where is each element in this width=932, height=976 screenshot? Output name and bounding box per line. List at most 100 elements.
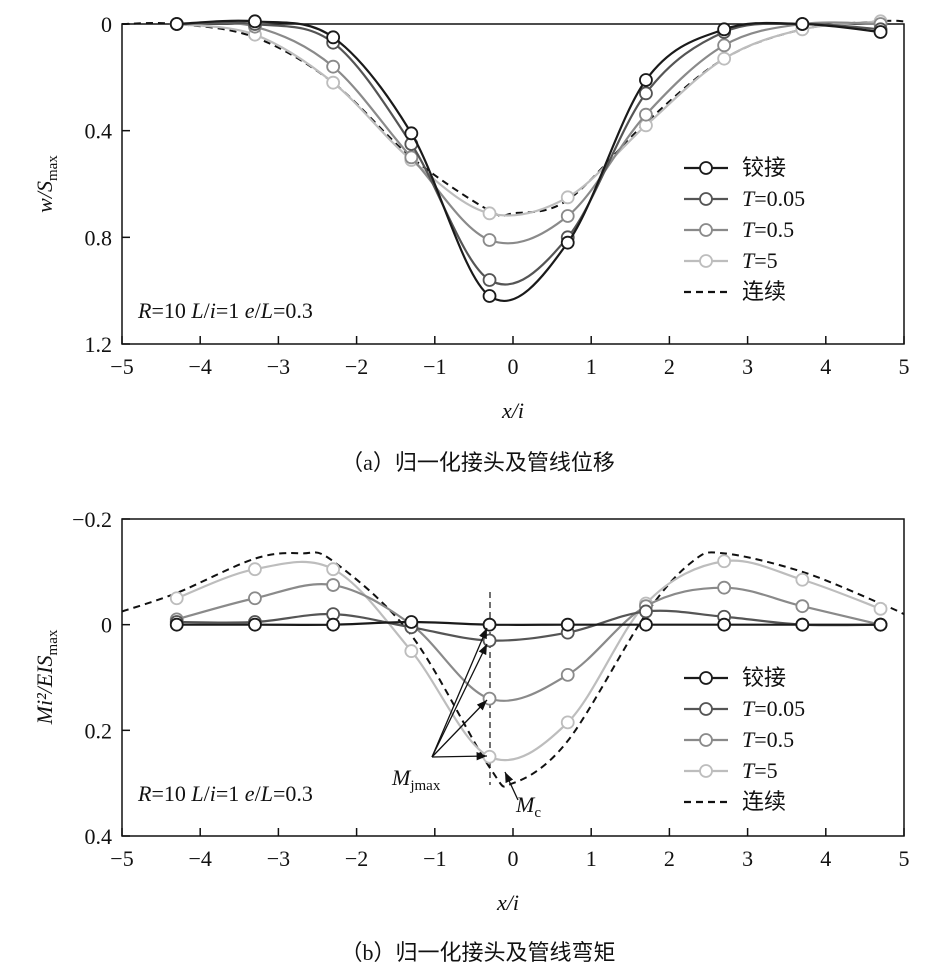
data-point	[560, 235, 575, 250]
panel-a-y-label: w/Smax	[32, 155, 61, 213]
panel-a-y-label-main: w/S	[32, 181, 57, 213]
legend-marker	[699, 764, 713, 778]
annotation-part: /	[255, 298, 262, 323]
legend-marker	[699, 733, 713, 747]
x-tick-label: 1	[586, 354, 597, 379]
data-point	[248, 14, 262, 29]
data-point	[482, 617, 497, 632]
legend-name: 连续	[742, 789, 786, 814]
data-point	[326, 30, 341, 45]
data-point	[326, 617, 341, 632]
annotation-part: =1	[216, 298, 245, 323]
series-line	[176, 620, 881, 626]
legend-marker	[699, 161, 713, 175]
data-point	[560, 715, 575, 730]
panel-b-caption: （b）归一化接头及管线弯矩	[340, 940, 615, 965]
legend-label: T=0.05	[742, 696, 805, 721]
x-tick-label: −5	[110, 354, 133, 379]
series-line	[176, 583, 881, 702]
annotation-part: =0.3	[273, 298, 313, 323]
annotation-part: R	[137, 781, 152, 806]
x-tick-label: 5	[899, 846, 910, 871]
y-tick-label: −0.2	[72, 507, 112, 532]
data-point	[795, 617, 810, 632]
data-point	[169, 591, 184, 606]
data-point	[717, 22, 732, 37]
annotation-part: R	[137, 298, 152, 323]
annotation-part: i	[210, 781, 216, 806]
data-point	[326, 59, 341, 74]
legend-name-val: =5	[754, 758, 777, 783]
annotation-part: L	[260, 298, 273, 323]
panel-b-y-ticks: −0.2 0 0.2 0.4	[72, 507, 130, 849]
panel-b-y-label-sub: max	[45, 629, 61, 655]
x-tick-label: 3	[742, 354, 753, 379]
data-point	[639, 604, 653, 619]
x-tick-label: −5	[110, 846, 133, 871]
mjmax-label: Mjmax	[391, 765, 441, 794]
data-point	[560, 617, 575, 632]
data-point	[717, 554, 732, 569]
data-point	[873, 617, 888, 632]
x-tick-label: −1	[423, 354, 446, 379]
legend-marker	[699, 671, 713, 685]
x-tick-label: −3	[267, 846, 290, 871]
legend-label: T=0.5	[742, 217, 794, 242]
panel-a-x-ticks: −5 −4 −3 −2 −1 0 1 2 3 4 5	[110, 336, 910, 379]
data-point	[795, 17, 810, 31]
data-point	[482, 633, 497, 648]
legend-name-val: =0.5	[754, 727, 794, 752]
x-tick-label: −2	[345, 354, 368, 379]
annotation-part: =10	[151, 298, 191, 323]
panel-a-y-ticks: 0 0.4 0.8 1.2	[85, 12, 130, 357]
data-point	[404, 126, 419, 141]
annotation-part: /	[255, 781, 262, 806]
data-point	[639, 107, 653, 122]
legend-marker	[699, 702, 713, 716]
y-tick-label: 0	[101, 12, 112, 37]
data-point	[639, 617, 653, 632]
panel-b-y-label-main: Mi²/EIS	[32, 655, 57, 725]
data-point	[717, 51, 732, 66]
data-point	[717, 580, 732, 595]
data-point	[795, 599, 810, 614]
data-point	[639, 73, 653, 87]
x-tick-label: 2	[664, 354, 675, 379]
mc-label: Mc	[515, 792, 541, 821]
annotation-part: =1	[216, 781, 245, 806]
data-point	[639, 86, 653, 101]
panel-a-series	[121, 14, 905, 303]
data-point	[169, 17, 184, 31]
data-point	[717, 38, 732, 53]
panel-a-caption: （a）归一化接头及管线位移	[341, 450, 615, 475]
panel-b-legend: 铰接T=0.05T=0.5T=5连续	[684, 665, 805, 814]
panel-a-x-label: x/i	[501, 398, 524, 423]
panel-b-y-label: Mi²/EISmax	[32, 629, 61, 725]
legend-label: T=5	[742, 248, 778, 273]
data-point	[248, 562, 262, 577]
data-point	[560, 190, 575, 205]
x-tick-label: −4	[188, 846, 211, 871]
annotation-part: L	[190, 298, 203, 323]
annotation-part: e	[245, 298, 255, 323]
x-tick-label: 4	[820, 846, 831, 871]
annotation-part: i	[210, 298, 216, 323]
annotation-part: /	[204, 298, 211, 323]
mjmax-arrow	[431, 752, 488, 761]
annotation-part: L	[260, 781, 273, 806]
annotation-part: e	[245, 781, 255, 806]
legend-name-var: T	[742, 727, 756, 752]
data-point	[873, 25, 888, 39]
y-tick-label: 0.8	[85, 225, 113, 250]
legend-name-var: T	[742, 186, 756, 211]
data-point	[404, 150, 419, 165]
legend-name: 连续	[742, 279, 786, 304]
annotation-part: =10	[151, 781, 191, 806]
series-line	[176, 21, 881, 286]
x-tick-label: 3	[742, 846, 753, 871]
panel-b-x-label: x/i	[496, 890, 519, 915]
legend-label: T=0.5	[742, 727, 794, 752]
mc-arrow	[504, 771, 519, 801]
y-tick-label: 1.2	[85, 332, 113, 357]
legend-marker	[699, 254, 713, 268]
